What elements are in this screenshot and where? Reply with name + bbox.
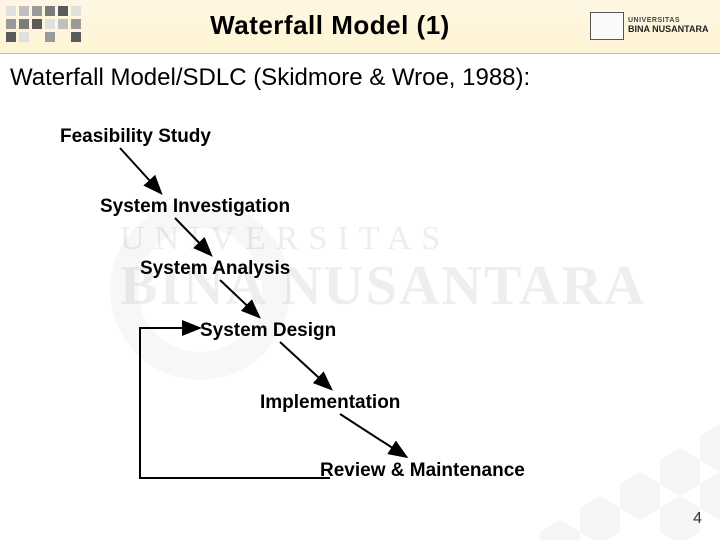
slide-subtitle: Waterfall Model/SDLC (Skidmore & Wroe, 1…	[10, 64, 530, 92]
header-squares-deco	[6, 6, 81, 42]
stage-n3: System Analysis	[140, 258, 290, 280]
page-number: 4	[693, 510, 702, 528]
stage-n2: System Investigation	[100, 196, 290, 218]
stage-n6: Review & Maintenance	[320, 460, 525, 482]
slide-title: Waterfall Model (1)	[100, 10, 560, 41]
logo-text: UNIVERSITAS BINA NUSANTARA	[628, 17, 709, 35]
watermark-ring-icon	[110, 200, 290, 380]
hex-pattern-icon	[420, 340, 720, 540]
logo: UNIVERSITAS BINA NUSANTARA	[590, 6, 710, 46]
watermark-line1: UNIVERSITAS	[120, 220, 700, 258]
arrow-n2-n3	[175, 218, 210, 254]
logo-line2: BINA NUSANTARA	[628, 25, 709, 35]
logo-icon	[590, 12, 624, 40]
arrow-n3-n4	[220, 280, 258, 316]
arrow-n1-n2	[120, 148, 160, 192]
arrow-n5-n6	[340, 414, 405, 456]
stage-n5: Implementation	[260, 392, 400, 414]
stage-n4: System Design	[200, 320, 336, 342]
header-band: Waterfall Model (1) UNIVERSITAS BINA NUS…	[0, 0, 720, 54]
arrow-n4-n5	[280, 342, 330, 388]
stage-n1: Feasibility Study	[60, 126, 211, 148]
